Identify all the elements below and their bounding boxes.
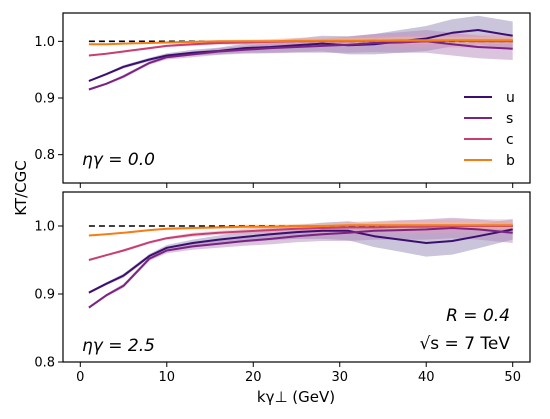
legend: u s c b <box>464 90 515 169</box>
top-band-s <box>88 30 513 91</box>
bottom-xticks: 0 10 20 30 40 50 <box>76 362 521 385</box>
bottom-band-u <box>88 219 513 294</box>
top-ytick-label: 0.8 <box>34 148 55 163</box>
top-ytick-label: 0.9 <box>34 92 55 107</box>
bottom-line-u <box>88 228 513 294</box>
x-axis-label: kγ⊥ (GeV) <box>257 388 335 406</box>
top-yticks: 0.8 0.9 1.0 <box>34 35 63 163</box>
legend-item-b: b <box>464 153 515 169</box>
y-axis-label: KT/CGC <box>12 160 30 215</box>
bottom-lines <box>88 224 513 309</box>
bottom-ytick-label: 0.8 <box>34 356 55 371</box>
top-panel: 0.8 0.9 1.0 ηγ = 0.0 u s c b <box>34 12 531 188</box>
radius-annotation: R = 0.4 <box>446 306 510 326</box>
legend-item-s: s <box>464 111 513 127</box>
bottom-line-s <box>88 227 513 309</box>
top-line-u <box>88 29 513 82</box>
energy-annotation: √s = 7 TeV <box>419 334 510 354</box>
bottom-yticks: 0.8 0.9 1.0 <box>34 220 63 371</box>
top-bands <box>88 15 513 91</box>
bottom-ytick-label: 0.9 <box>34 288 55 303</box>
legend-label-c: c <box>506 132 514 148</box>
bottom-xtick-label: 10 <box>159 370 176 385</box>
legend-label-u: u <box>506 90 515 106</box>
bottom-xtick-label: 40 <box>418 370 435 385</box>
top-lines <box>88 29 513 91</box>
top-line-b <box>88 39 513 46</box>
legend-label-b: b <box>506 153 515 169</box>
bottom-xtick-label: 50 <box>504 370 521 385</box>
legend-item-u: u <box>464 90 515 106</box>
top-plot-frame <box>62 12 531 184</box>
bottom-line-c <box>88 225 513 261</box>
bottom-plot-frame <box>62 191 531 363</box>
bottom-panel: 0.8 0.9 1.0 0 10 20 30 40 50 ηγ = 2.5 R = 0.4 √… <box>34 191 531 385</box>
legend-item-c: c <box>464 132 514 148</box>
bottom-eta-annotation: ηγ = 2.5 <box>82 336 155 356</box>
bottom-xtick-label: 20 <box>245 370 262 385</box>
top-xticks <box>79 183 514 188</box>
top-ytick-label: 1.0 <box>34 35 55 50</box>
bottom-xtick-label: 30 <box>331 370 348 385</box>
bottom-line-b <box>88 224 513 237</box>
top-band-u <box>88 15 513 83</box>
bottom-xtick-label: 0 <box>76 370 84 385</box>
bottom-ytick-label: 1.0 <box>34 220 55 235</box>
legend-label-s: s <box>506 111 513 127</box>
top-eta-annotation: ηγ = 0.0 <box>82 150 155 170</box>
